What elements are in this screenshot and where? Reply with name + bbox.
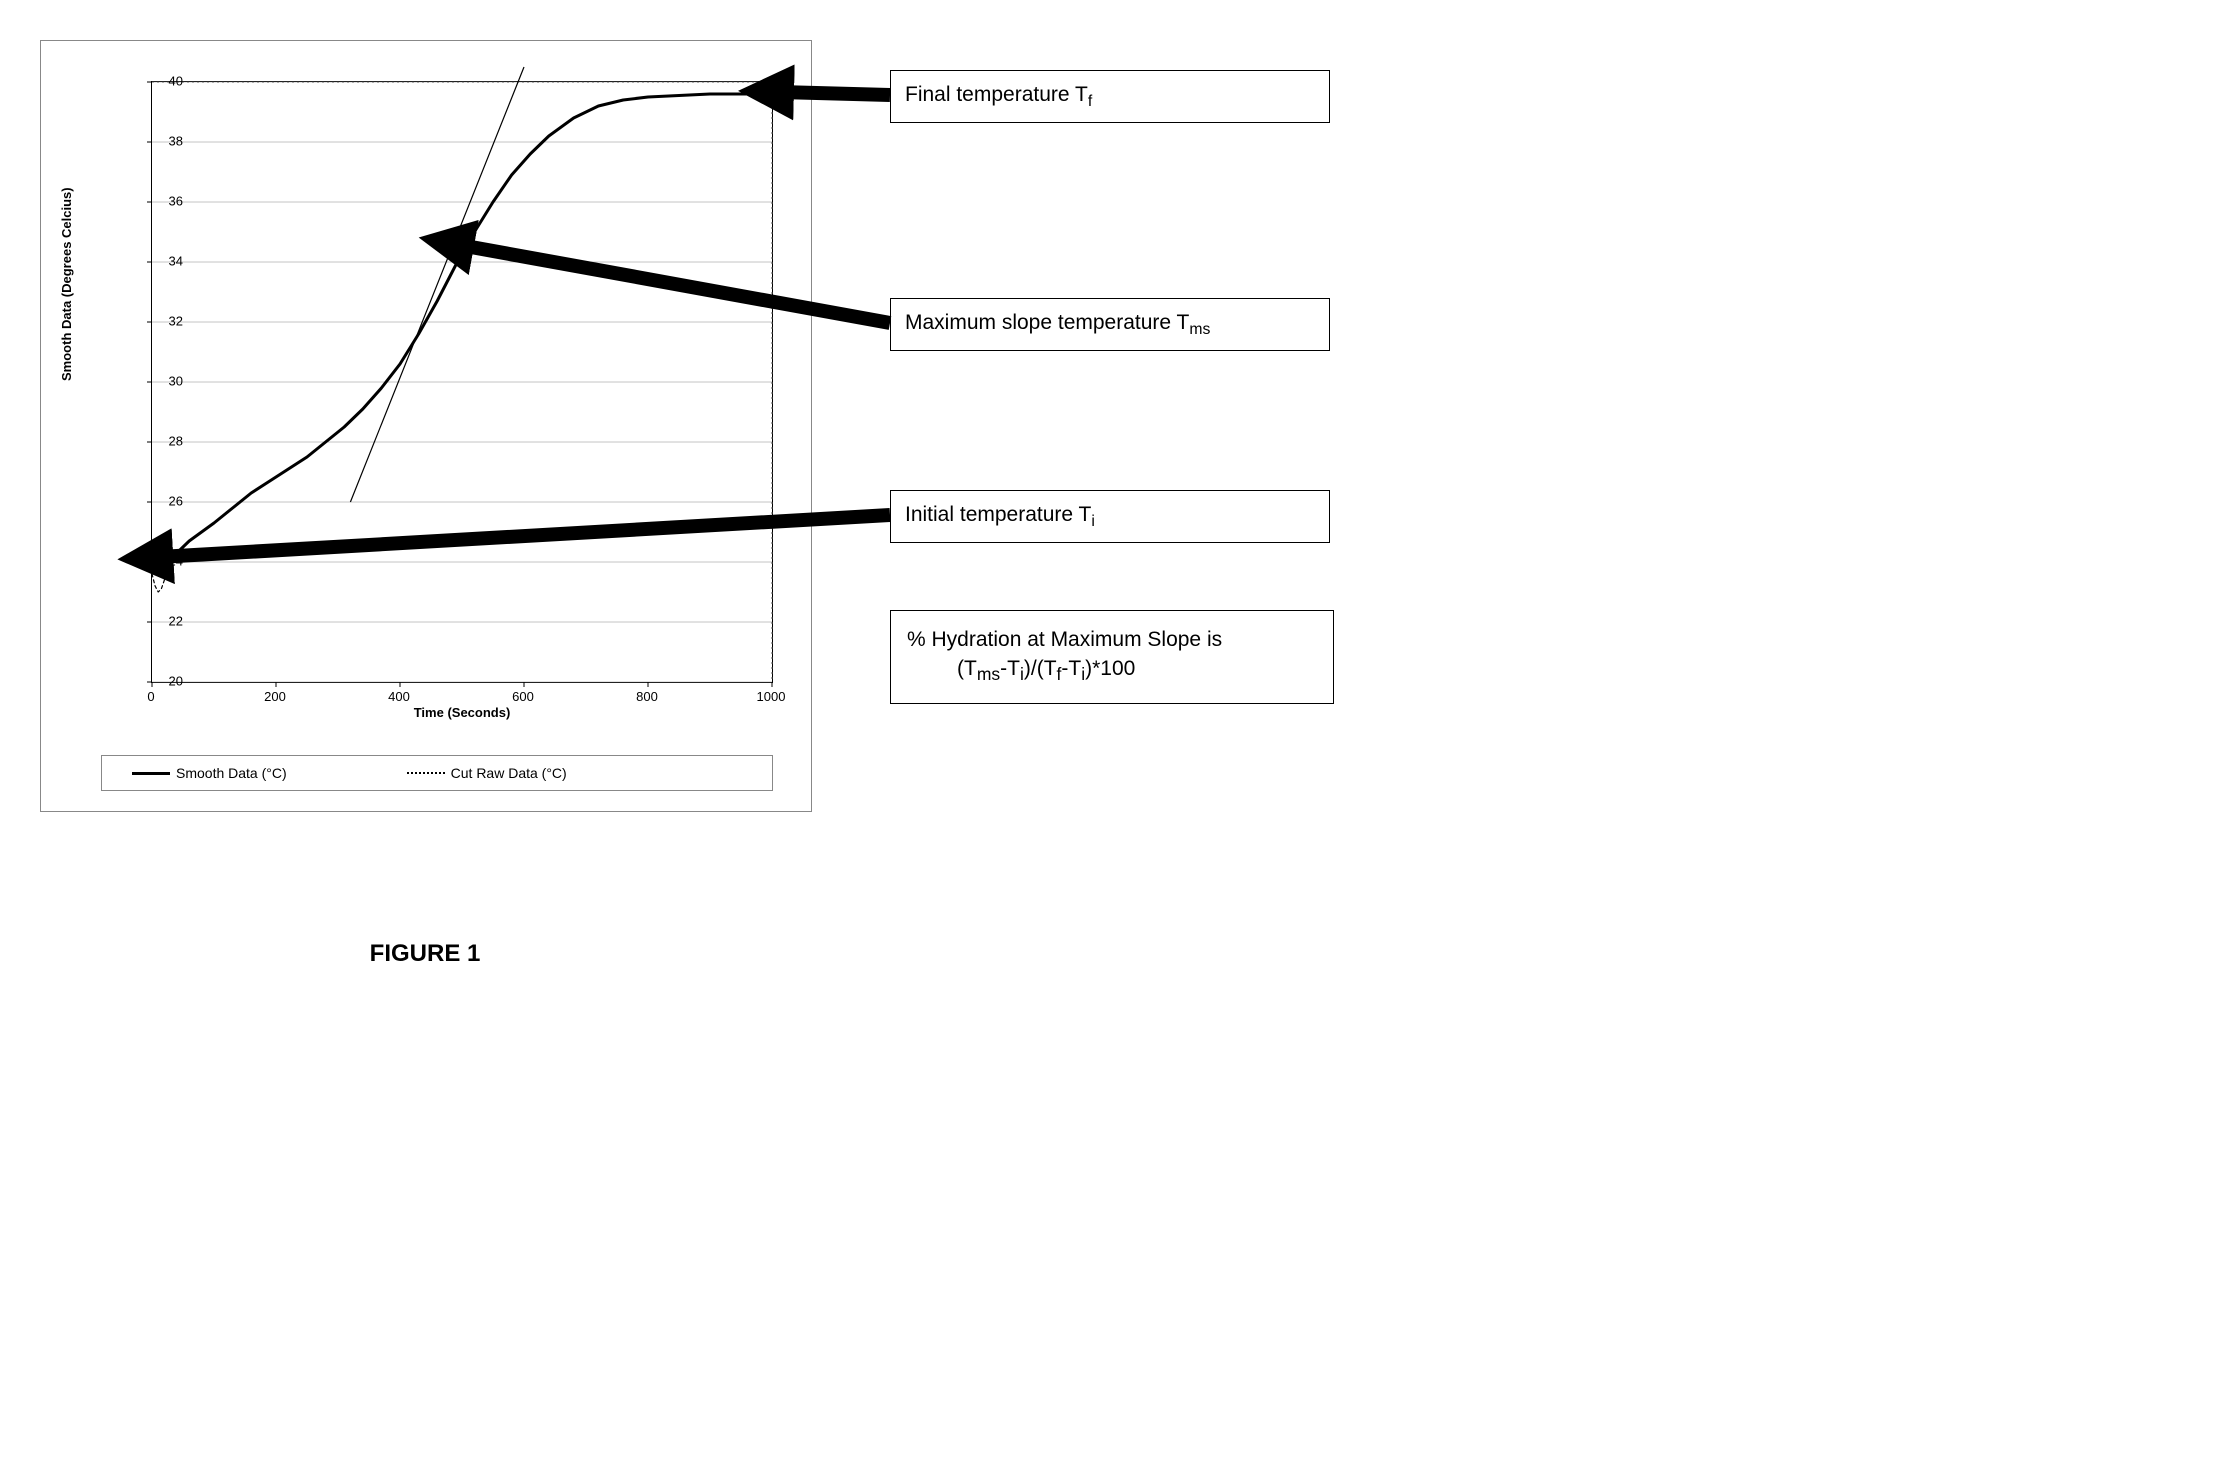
x-tick-label: 1000 [757, 689, 786, 704]
y-tick-label: 20 [143, 674, 183, 689]
y-tick-label: 24 [143, 554, 183, 569]
legend-item-smooth: Smooth Data (°C) [132, 765, 287, 781]
annotation-ms-text: Maximum slope temperature T [905, 311, 1189, 334]
formula-line1: % Hydration at Maximum Slope is [907, 625, 1317, 654]
x-tick-label: 200 [264, 689, 286, 704]
annotation-init-sub: i [1091, 513, 1095, 530]
annotation-final-sub: f [1088, 93, 1092, 110]
y-tick-label: 26 [143, 494, 183, 509]
y-tick-label: 36 [143, 194, 183, 209]
formula-box: % Hydration at Maximum Slope is (Tms-Ti)… [890, 610, 1334, 704]
x-tick-label: 400 [388, 689, 410, 704]
plot-svg [152, 82, 772, 682]
legend-swatch-raw-dash [407, 768, 445, 778]
legend-swatch-smooth-line [132, 772, 170, 775]
y-tick-label: 40 [143, 74, 183, 89]
y-tick-label: 28 [143, 434, 183, 449]
figure-container: Smooth Data (Degrees Celcius) Time (Seco… [40, 40, 1520, 1020]
y-tick-label: 32 [143, 314, 183, 329]
x-tick-label: 800 [636, 689, 658, 704]
x-axis-label: Time (Seconds) [152, 705, 772, 720]
x-tick-label: 0 [147, 689, 154, 704]
y-tick-label: 30 [143, 374, 183, 389]
plot-area: Time (Seconds) [151, 81, 773, 683]
annotation-final-text: Final temperature T [905, 83, 1088, 106]
chart-outer-border: Smooth Data (Degrees Celcius) Time (Seco… [40, 40, 812, 812]
y-tick-label: 22 [143, 614, 183, 629]
annotation-max-slope-temperature: Maximum slope temperature Tms [890, 298, 1330, 351]
figure-caption: FIGURE 1 [40, 940, 810, 968]
y-tick-label: 38 [143, 134, 183, 149]
legend-label-smooth: Smooth Data (°C) [176, 765, 287, 781]
annotation-initial-temperature: Initial temperature Ti [890, 490, 1330, 543]
legend-item-raw: Cut Raw Data (°C) [407, 765, 567, 781]
annotation-final-temperature: Final temperature Tf [890, 70, 1330, 123]
legend-label-raw: Cut Raw Data (°C) [451, 765, 567, 781]
formula-line2: (Tms-Ti)/(Tf-Ti)*100 [907, 654, 1317, 687]
annotation-ms-sub: ms [1189, 321, 1210, 338]
y-tick-label: 34 [143, 254, 183, 269]
annotation-init-text: Initial temperature T [905, 503, 1091, 526]
x-tick-label: 600 [512, 689, 534, 704]
y-axis-label: Smooth Data (Degrees Celcius) [59, 187, 74, 381]
legend: Smooth Data (°C) Cut Raw Data (°C) [101, 755, 773, 791]
